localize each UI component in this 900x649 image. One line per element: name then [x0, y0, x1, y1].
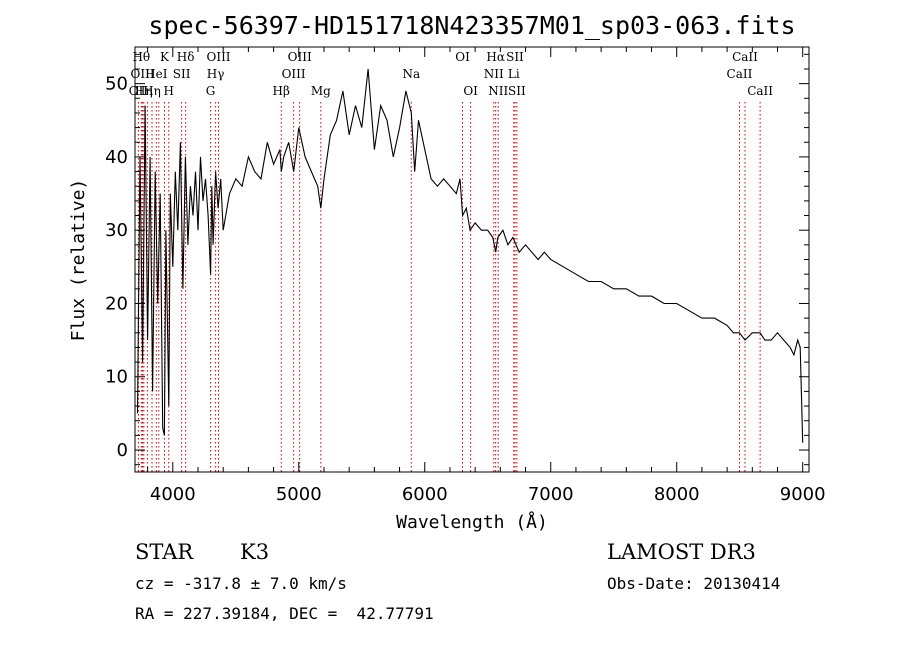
line-marker-label: CaII [747, 84, 773, 98]
x-tick-label: 6000 [402, 484, 448, 505]
x-axis-label: Wavelength (Å) [396, 511, 548, 533]
x-tick-label: 8000 [654, 484, 700, 505]
line-marker-label: K [160, 50, 170, 64]
y-tick-label: 40 [105, 147, 128, 168]
line-marker-label: Hη [135, 84, 153, 98]
x-tick-label: 7000 [528, 484, 574, 505]
survey-name: LAMOST DR3 [607, 540, 756, 564]
y-tick-label: 0 [117, 440, 128, 461]
line-marker-label: OIII [206, 50, 230, 64]
object-subclass: K3 [240, 540, 270, 564]
coordinates: RA = 227.39184, DEC = 42.77791 [135, 604, 434, 623]
line-marker-label: Hδ [177, 50, 195, 64]
line-marker-label: OIII [131, 67, 155, 81]
x-tick-label: 5000 [276, 484, 322, 505]
y-tick-labels: 0 10 20 30 40 50 [105, 74, 128, 461]
y-axis-label: Flux (relative) [68, 179, 89, 342]
line-marker-label: NII [484, 67, 504, 81]
line-marker-label: NII [488, 84, 508, 98]
line-marker-label: SII [173, 67, 191, 81]
line-marker-label: Hα [486, 50, 505, 64]
x-tick-label: 9000 [780, 484, 826, 505]
line-marker-label: SII [506, 50, 524, 64]
axis-ticks [135, 47, 809, 472]
line-marker-label: Na [402, 67, 420, 81]
object-class: STAR [135, 540, 194, 564]
plot-frame [134, 46, 810, 473]
y-tick-label: 20 [105, 293, 128, 314]
line-marker-label: OI [455, 50, 470, 64]
y-tick-label: 50 [105, 74, 128, 95]
line-marker-label: CaII [732, 50, 758, 64]
line-marker-label: Hη [143, 84, 161, 98]
line-marker-label: Hβ [273, 84, 290, 98]
redshift-text: cz = -317.8 ± 7.0 km/s [135, 574, 347, 593]
spectrum-line [136, 68, 804, 443]
line-marker-label: Li [508, 67, 520, 81]
obs-date: Obs-Date: 20130414 [607, 574, 781, 593]
line-marker-label: H [164, 84, 174, 98]
line-marker-label: Hγ [207, 67, 225, 81]
y-tick-label: 10 [105, 367, 128, 388]
x-tick-label: 4000 [150, 484, 196, 505]
line-marker-label: OI [463, 84, 478, 98]
line-marker-label: G [206, 84, 216, 98]
line-marker-label: Hθ [132, 50, 150, 64]
line-marker-label: Mg [311, 84, 331, 98]
line-marker-label: OIII [288, 50, 312, 64]
y-tick-label: 30 [105, 220, 128, 241]
x-tick-labels: 4000 5000 6000 7000 8000 9000 [150, 484, 826, 505]
line-marker-label: OII [129, 84, 149, 98]
line-marker-label: SII [508, 84, 526, 98]
line-marker-label: HeI [145, 67, 168, 81]
line-marker-label: CaII [727, 67, 753, 81]
chart-title: spec-56397-HD151718N423357M01_sp03-063.f… [148, 11, 795, 40]
line-marker-label: OIII [282, 67, 306, 81]
